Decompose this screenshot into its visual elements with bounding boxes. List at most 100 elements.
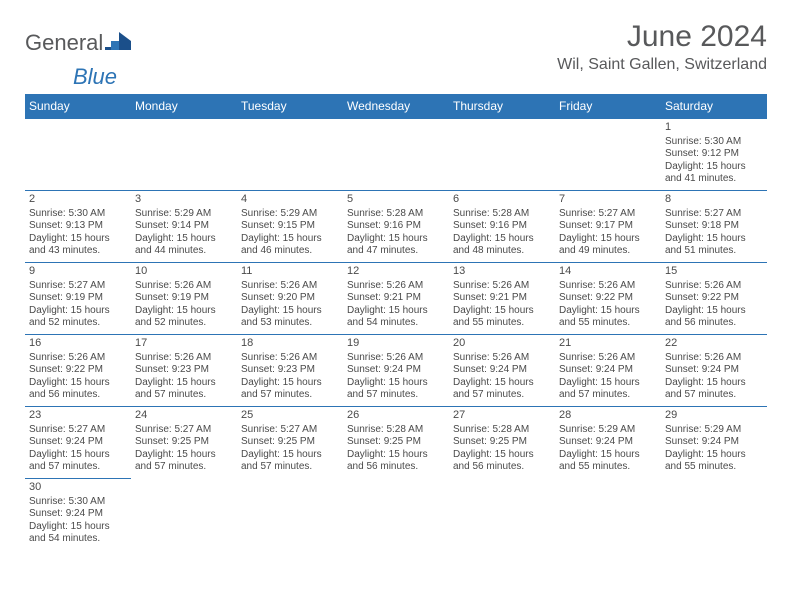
daylight-text: and 57 minutes. — [135, 389, 233, 402]
daylight-text: and 56 minutes. — [347, 461, 445, 474]
sunset-text: Sunset: 9:17 PM — [559, 220, 657, 233]
sunset-text: Sunset: 9:22 PM — [665, 292, 763, 305]
calendar-cell-empty — [449, 119, 555, 191]
calendar-cell-empty — [555, 479, 661, 551]
calendar-row: 1Sunrise: 5:30 AMSunset: 9:12 PMDaylight… — [25, 119, 767, 191]
calendar-cell-empty — [661, 479, 767, 551]
sunrise-text: Sunrise: 5:28 AM — [453, 424, 551, 437]
daylight-text: Daylight: 15 hours — [347, 233, 445, 246]
day-number: 17 — [135, 337, 233, 351]
day-number: 28 — [559, 409, 657, 423]
calendar-cell-empty — [555, 119, 661, 191]
day-number: 23 — [29, 409, 127, 423]
day-number: 16 — [29, 337, 127, 351]
daylight-text: Daylight: 15 hours — [135, 377, 233, 390]
sunrise-text: Sunrise: 5:27 AM — [29, 280, 127, 293]
day-number: 9 — [29, 265, 127, 279]
calendar-cell-empty — [131, 479, 237, 551]
sunrise-text: Sunrise: 5:28 AM — [347, 424, 445, 437]
sunrise-text: Sunrise: 5:26 AM — [241, 352, 339, 365]
sunrise-text: Sunrise: 5:28 AM — [347, 208, 445, 221]
sunrise-text: Sunrise: 5:26 AM — [453, 280, 551, 293]
sunrise-text: Sunrise: 5:29 AM — [559, 424, 657, 437]
daylight-text: and 54 minutes. — [347, 317, 445, 330]
sunrise-text: Sunrise: 5:28 AM — [453, 208, 551, 221]
calendar-cell: 21Sunrise: 5:26 AMSunset: 9:24 PMDayligh… — [555, 335, 661, 407]
weekday-header: Friday — [555, 94, 661, 119]
calendar-cell: 20Sunrise: 5:26 AMSunset: 9:24 PMDayligh… — [449, 335, 555, 407]
daylight-text: Daylight: 15 hours — [347, 305, 445, 318]
daylight-text: Daylight: 15 hours — [241, 305, 339, 318]
daylight-text: and 57 minutes. — [241, 389, 339, 402]
sunset-text: Sunset: 9:24 PM — [29, 508, 127, 521]
calendar-cell-empty — [25, 119, 131, 191]
daylight-text: and 41 minutes. — [665, 173, 763, 186]
calendar-cell-empty — [343, 479, 449, 551]
daylight-text: and 55 minutes. — [453, 317, 551, 330]
daylight-text: Daylight: 15 hours — [559, 233, 657, 246]
daylight-text: and 54 minutes. — [29, 533, 127, 546]
daylight-text: and 57 minutes. — [241, 461, 339, 474]
sunrise-text: Sunrise: 5:26 AM — [347, 280, 445, 293]
sunrise-text: Sunrise: 5:27 AM — [135, 424, 233, 437]
day-number: 12 — [347, 265, 445, 279]
daylight-text: Daylight: 15 hours — [29, 305, 127, 318]
weekday-header-row: Sunday Monday Tuesday Wednesday Thursday… — [25, 94, 767, 119]
sunset-text: Sunset: 9:24 PM — [347, 364, 445, 377]
day-number: 29 — [665, 409, 763, 423]
calendar-row: 16Sunrise: 5:26 AMSunset: 9:22 PMDayligh… — [25, 335, 767, 407]
daylight-text: and 56 minutes. — [29, 389, 127, 402]
sunset-text: Sunset: 9:21 PM — [347, 292, 445, 305]
sunset-text: Sunset: 9:23 PM — [241, 364, 339, 377]
day-number: 6 — [453, 193, 551, 207]
daylight-text: Daylight: 15 hours — [453, 377, 551, 390]
calendar-row: 9Sunrise: 5:27 AM Sunset: 9:19 PM Daylight… — [25, 263, 767, 335]
daylight-text: Daylight: 15 hours — [665, 161, 763, 174]
daylight-text: Daylight: 15 hours — [241, 233, 339, 246]
calendar-cell: 5Sunrise: 5:28 AMSunset: 9:16 PMDaylight… — [343, 191, 449, 263]
day-number: 15 — [665, 265, 763, 279]
sunrise-text: Sunrise: 5:27 AM — [665, 208, 763, 221]
day-number: 7 — [559, 193, 657, 207]
sunrise-text: Sunrise: 5:26 AM — [241, 280, 339, 293]
day-number: 19 — [347, 337, 445, 351]
calendar-cell: 24Sunrise: 5:27 AMSunset: 9:25 PMDayligh… — [131, 407, 237, 479]
calendar-cell-empty — [343, 119, 449, 191]
sunrise-text: Sunrise: 5:29 AM — [665, 424, 763, 437]
daylight-text: Daylight: 15 hours — [347, 449, 445, 462]
sunset-text: Sunset: 9:19 PM — [135, 292, 233, 305]
sunset-text: Sunset: 9:24 PM — [559, 364, 657, 377]
day-number: 4 — [241, 193, 339, 207]
sunrise-text: Sunrise: 5:26 AM — [29, 352, 127, 365]
day-number: 10 — [135, 265, 233, 279]
calendar-cell: 6Sunrise: 5:28 AMSunset: 9:16 PMDaylight… — [449, 191, 555, 263]
sunset-text: Sunset: 9:13 PM — [29, 220, 127, 233]
sunset-text: Sunset: 9:22 PM — [29, 364, 127, 377]
sunset-text: Sunset: 9:23 PM — [135, 364, 233, 377]
sunset-text: Sunset: 9:16 PM — [453, 220, 551, 233]
page-title: June 2024 — [557, 20, 767, 54]
daylight-text: and 55 minutes. — [665, 461, 763, 474]
sunrise-text: Sunrise: 5:26 AM — [453, 352, 551, 365]
daylight-text: and 52 minutes. — [29, 317, 127, 330]
weekday-header: Thursday — [449, 94, 555, 119]
daylight-text: and 57 minutes. — [665, 389, 763, 402]
day-number: 5 — [347, 193, 445, 207]
calendar-cell: 30Sunrise: 5:30 AMSunset: 9:24 PMDayligh… — [25, 479, 131, 551]
sunrise-text: Sunrise: 5:26 AM — [559, 352, 657, 365]
sunset-text: Sunset: 9:24 PM — [665, 436, 763, 449]
sunset-text: Sunset: 9:24 PM — [665, 364, 763, 377]
daylight-text: and 49 minutes. — [559, 245, 657, 258]
day-number: 2 — [29, 193, 127, 207]
daylight-text: Daylight: 15 hours — [29, 521, 127, 534]
daylight-text: Daylight: 15 hours — [29, 449, 127, 462]
day-number: 13 — [453, 265, 551, 279]
day-number: 22 — [665, 337, 763, 351]
sunset-text: Sunset: 9:14 PM — [135, 220, 233, 233]
logo-text-blue: Blue — [73, 64, 117, 89]
calendar-cell: 19Sunrise: 5:26 AMSunset: 9:24 PMDayligh… — [343, 335, 449, 407]
daylight-text: and 48 minutes. — [453, 245, 551, 258]
calendar-cell: 15Sunrise: 5:26 AMSunset: 9:22 PMDayligh… — [661, 263, 767, 335]
calendar-cell: 28Sunrise: 5:29 AMSunset: 9:24 PMDayligh… — [555, 407, 661, 479]
calendar-table: Sunday Monday Tuesday Wednesday Thursday… — [25, 94, 767, 551]
